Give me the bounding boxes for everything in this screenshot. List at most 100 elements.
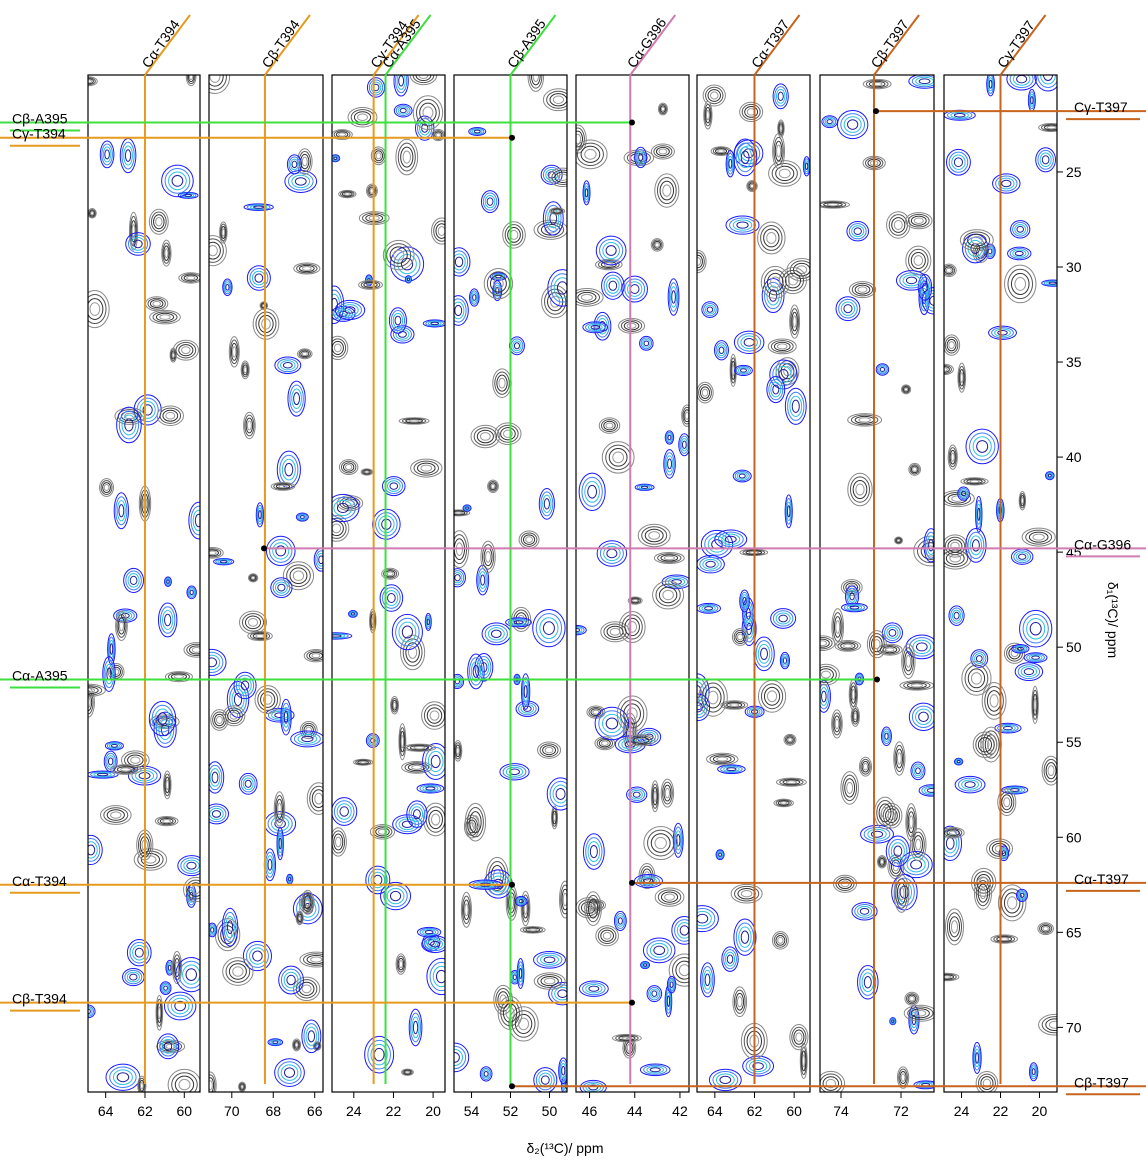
contour [734, 139, 757, 176]
contour [672, 291, 676, 303]
contour [407, 278, 409, 280]
contour [480, 433, 490, 441]
contour [390, 891, 400, 900]
contour [823, 1077, 838, 1091]
contour [134, 849, 166, 870]
contour [550, 94, 567, 106]
contour [226, 284, 229, 290]
contour [767, 233, 776, 244]
contour [665, 894, 675, 900]
contour [455, 512, 463, 514]
contour [241, 1085, 243, 1088]
contour [541, 1076, 549, 1084]
contour [295, 178, 306, 185]
contour [1030, 622, 1041, 634]
contour [173, 340, 198, 360]
contour [903, 275, 920, 286]
contour [860, 908, 869, 914]
contour [954, 612, 959, 619]
contour [655, 837, 666, 848]
contour [499, 378, 505, 388]
contour [767, 691, 776, 702]
contour [119, 505, 124, 517]
contour [913, 640, 931, 653]
contour [1034, 699, 1036, 712]
contour [881, 803, 902, 828]
contour [1042, 156, 1049, 164]
contour [426, 787, 435, 790]
contour [284, 1068, 294, 1077]
contour [667, 996, 669, 1007]
contour [706, 110, 709, 119]
strip-label: Cβ-T394 [258, 17, 303, 71]
contour [836, 297, 860, 321]
contour [233, 347, 236, 357]
contour [628, 622, 637, 633]
contour [336, 837, 341, 847]
contour [655, 174, 679, 207]
contour [609, 449, 627, 467]
contour [413, 1021, 417, 1033]
contour [630, 285, 639, 294]
contour [412, 765, 422, 769]
contour [209, 551, 216, 555]
contour [539, 489, 554, 520]
row-label: Cα-G396 [1074, 536, 1131, 552]
contour [287, 975, 295, 984]
contour [174, 675, 183, 678]
contour [302, 985, 311, 993]
contour [239, 773, 257, 794]
contour [848, 120, 858, 130]
contour [909, 74, 941, 88]
contour [168, 965, 171, 970]
contour [880, 368, 884, 372]
contour [787, 258, 816, 281]
contour [950, 555, 961, 562]
contour [133, 945, 146, 960]
contour [588, 485, 597, 498]
crosspeak [629, 1000, 635, 1006]
x-tick-label: 66 [307, 1103, 323, 1119]
contour [250, 948, 266, 964]
contour [574, 140, 607, 169]
contour [387, 572, 393, 576]
contour [957, 760, 960, 762]
contour [422, 702, 448, 730]
contour [722, 947, 738, 972]
contour [197, 649, 226, 675]
contour [210, 808, 224, 819]
contour [841, 772, 859, 805]
contour [777, 145, 781, 157]
contour [741, 931, 749, 943]
contour [889, 629, 896, 636]
contour [491, 484, 495, 488]
contour [302, 352, 307, 355]
crosspeak [261, 545, 267, 551]
contour [976, 1072, 998, 1095]
contour [554, 814, 556, 822]
contour [271, 578, 292, 598]
contour [708, 691, 718, 704]
contour [172, 176, 183, 187]
contour [682, 441, 686, 448]
strip: 242220Cγ-T397 [935, 15, 1071, 1119]
contour [988, 249, 991, 254]
contour [558, 990, 567, 998]
contour [767, 286, 779, 305]
contour [332, 524, 340, 533]
contours [935, 59, 1071, 1094]
contour [413, 96, 442, 130]
contour [409, 420, 419, 422]
contour [610, 628, 620, 635]
contour [1011, 221, 1030, 238]
contour [739, 927, 751, 947]
contour [618, 918, 622, 924]
contour [533, 71, 538, 81]
contour [896, 271, 926, 290]
contour [285, 170, 317, 192]
contour [108, 758, 112, 765]
contour [515, 1014, 531, 1033]
contour [864, 977, 871, 988]
contour [916, 768, 921, 774]
contour [1021, 498, 1023, 504]
